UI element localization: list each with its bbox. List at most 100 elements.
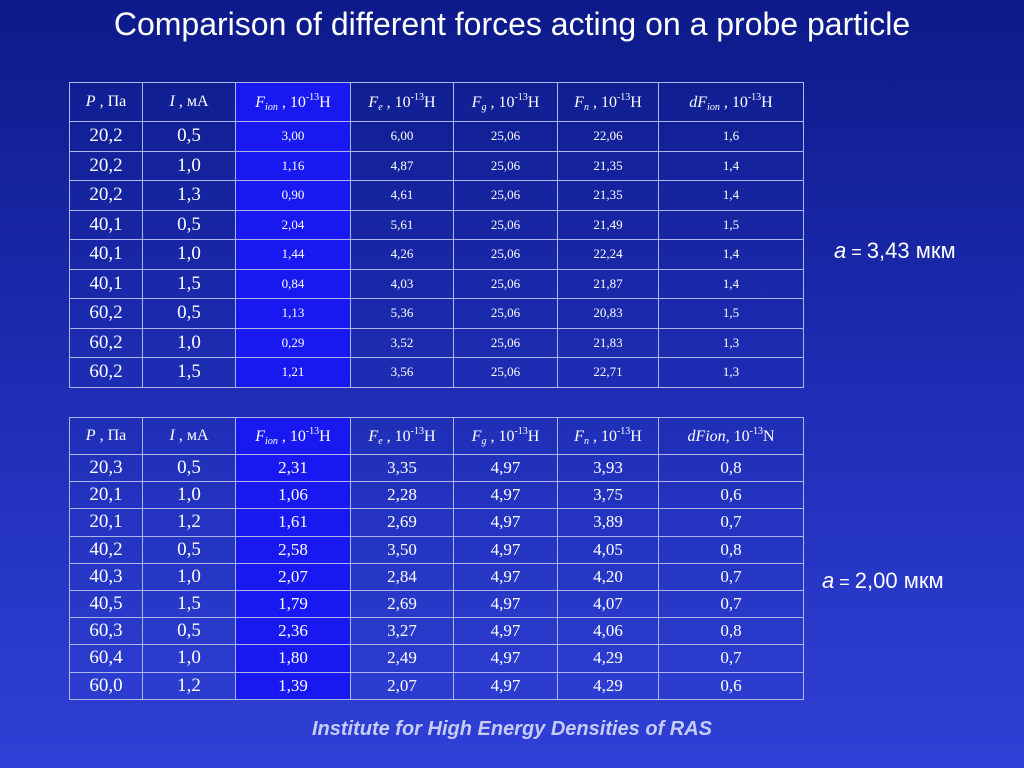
- table-row: 20,3 0,5 2,31 3,35 4,97 3,93 0,8: [69, 453, 804, 483]
- cell-current: 1,0: [142, 644, 236, 673]
- cell-current: 0,5: [142, 617, 236, 646]
- cell-f-g: 4,97: [453, 671, 558, 700]
- particle-radius-label-2: a = 2,00 мкм: [822, 568, 944, 594]
- cell-f-e: 5,61: [350, 209, 454, 240]
- cell-f-n: 3,93: [557, 453, 659, 483]
- cell-f-n: 3,75: [557, 481, 659, 510]
- cell-f-ion: 3,00: [235, 121, 351, 152]
- cell-f-g: 25,06: [453, 209, 558, 240]
- table-row: 60,4 1,0 1,80 2,49 4,97 4,29 0,7: [69, 644, 804, 673]
- cell-df-ion: 0,6: [658, 481, 804, 510]
- cell-f-g: 4,97: [453, 589, 558, 619]
- cell-df-ion: 0,8: [658, 617, 804, 646]
- cell-f-ion: 2,07: [235, 562, 351, 591]
- header-f-g: Fg , 10-13Н: [453, 82, 558, 122]
- radius-symbol: a: [834, 238, 847, 263]
- cell-current: 0,5: [142, 298, 236, 329]
- forces-table-1: P , Па I , мА Fion , 10-13Н Fe , 10-13Н …: [69, 82, 804, 388]
- table-row: 40,2 0,5 2,58 3,50 4,97 4,05 0,8: [69, 535, 804, 564]
- cell-pressure: 40,1: [69, 209, 143, 240]
- cell-pressure: 20,2: [69, 150, 143, 181]
- cell-f-n: 21,87: [557, 268, 659, 299]
- table-row: 40,1 1,5 0,84 4,03 25,06 21,87 1,4: [69, 268, 804, 299]
- table-row: 40,5 1,5 1,79 2,69 4,97 4,07 0,7: [69, 589, 804, 619]
- cell-df-ion: 0,6: [658, 671, 804, 700]
- cell-f-e: 2,28: [350, 481, 454, 510]
- cell-f-e: 4,61: [350, 180, 454, 211]
- cell-f-e: 2,49: [350, 644, 454, 673]
- radius-symbol: a: [822, 568, 835, 593]
- cell-f-g: 4,97: [453, 617, 558, 646]
- cell-pressure: 20,1: [69, 481, 143, 510]
- cell-f-e: 2,84: [350, 562, 454, 591]
- cell-f-ion: 1,13: [235, 298, 351, 329]
- table-row: 20,2 0,5 3,00 6,00 25,06 22,06 1,6: [69, 121, 804, 152]
- header-f-g: Fg , 10-13Н: [453, 417, 558, 455]
- cell-df-ion: 1,4: [658, 180, 804, 211]
- cell-current: 0,5: [142, 535, 236, 564]
- table-row: 60,2 1,5 1,21 3,56 25,06 22,71 1,3: [69, 357, 804, 388]
- cell-f-g: 25,06: [453, 180, 558, 211]
- cell-df-ion: 1,5: [658, 298, 804, 329]
- cell-f-g: 25,06: [453, 357, 558, 388]
- cell-f-e: 2,69: [350, 508, 454, 537]
- cell-pressure: 60,3: [69, 617, 143, 646]
- table-row: 20,1 1,0 1,06 2,28 4,97 3,75 0,6: [69, 481, 804, 510]
- cell-current: 1,2: [142, 508, 236, 537]
- cell-current: 1,0: [142, 239, 236, 270]
- cell-pressure: 20,1: [69, 508, 143, 537]
- table-row: 60,3 0,5 2,36 3,27 4,97 4,06 0,8: [69, 617, 804, 646]
- header-f-n: Fn , 10-13Н: [557, 82, 659, 122]
- cell-f-ion: 0,84: [235, 268, 351, 299]
- cell-f-n: 22,24: [557, 239, 659, 270]
- cell-current: 1,5: [142, 589, 236, 619]
- cell-current: 1,5: [142, 357, 236, 388]
- cell-f-g: 4,97: [453, 535, 558, 564]
- cell-f-g: 4,97: [453, 562, 558, 591]
- cell-pressure: 40,1: [69, 268, 143, 299]
- cell-df-ion: 1,3: [658, 357, 804, 388]
- cell-df-ion: 1,6: [658, 121, 804, 152]
- cell-f-g: 25,06: [453, 150, 558, 181]
- table-row: 40,1 1,0 1,44 4,26 25,06 22,24 1,4: [69, 239, 804, 270]
- header-f-e: Fe , 10-13Н: [350, 417, 454, 455]
- cell-f-e: 2,07: [350, 671, 454, 700]
- equals-sign: =: [839, 572, 850, 592]
- cell-df-ion: 1,5: [658, 209, 804, 240]
- header-current: I , мА: [142, 82, 236, 122]
- cell-pressure: 40,3: [69, 562, 143, 591]
- cell-f-ion: 2,58: [235, 535, 351, 564]
- cell-f-ion: 1,61: [235, 508, 351, 537]
- cell-f-e: 2,69: [350, 589, 454, 619]
- cell-f-ion: 1,79: [235, 589, 351, 619]
- cell-f-n: 4,07: [557, 589, 659, 619]
- cell-f-n: 22,06: [557, 121, 659, 152]
- particle-radius-label-1: a = 3,43 мкм: [834, 238, 956, 264]
- table-row: 20,2 1,3 0,90 4,61 25,06 21,35 1,4: [69, 180, 804, 211]
- cell-df-ion: 1,4: [658, 239, 804, 270]
- cell-current: 0,5: [142, 209, 236, 240]
- cell-df-ion: 1,4: [658, 150, 804, 181]
- cell-pressure: 40,1: [69, 239, 143, 270]
- cell-current: 1,5: [142, 268, 236, 299]
- cell-pressure: 60,2: [69, 327, 143, 358]
- cell-f-g: 25,06: [453, 298, 558, 329]
- cell-f-n: 3,89: [557, 508, 659, 537]
- cell-df-ion: 0,7: [658, 644, 804, 673]
- cell-f-ion: 1,16: [235, 150, 351, 181]
- header-pressure: P , Па: [69, 417, 143, 455]
- cell-f-n: 21,35: [557, 150, 659, 181]
- cell-f-g: 25,06: [453, 327, 558, 358]
- header-df-ion: dFion, 10-13N: [658, 417, 804, 455]
- cell-f-e: 3,50: [350, 535, 454, 564]
- cell-df-ion: 1,3: [658, 327, 804, 358]
- cell-f-n: 4,29: [557, 644, 659, 673]
- cell-current: 1,0: [142, 562, 236, 591]
- cell-f-e: 3,56: [350, 357, 454, 388]
- table-header-row: P , Па I , мА Fion , 10-13Н Fe , 10-13Н …: [69, 82, 804, 122]
- radius-value: 3,43 мкм: [866, 238, 956, 263]
- cell-f-e: 5,36: [350, 298, 454, 329]
- cell-f-e: 4,26: [350, 239, 454, 270]
- cell-f-e: 4,87: [350, 150, 454, 181]
- cell-f-g: 4,97: [453, 481, 558, 510]
